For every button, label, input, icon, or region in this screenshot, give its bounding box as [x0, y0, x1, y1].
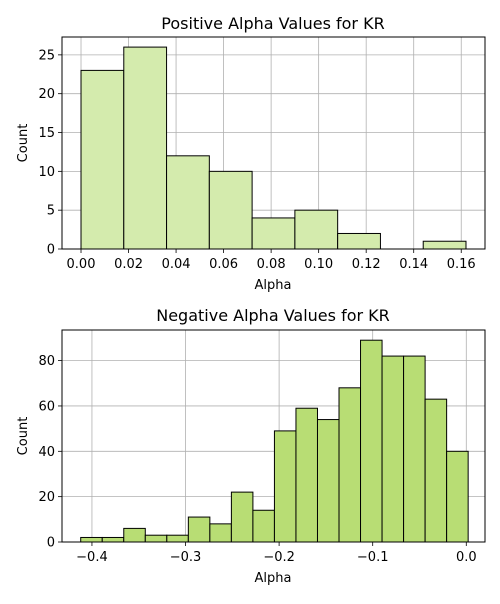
y-tick-label: 10: [38, 165, 55, 180]
histogram-bar: [144, 534, 168, 543]
y-tick-label: 0: [47, 536, 55, 551]
histogram-bar: [230, 491, 254, 543]
histogram-bar: [403, 355, 426, 543]
x-tick-label: 0.08: [257, 257, 286, 272]
histogram-bar: [80, 69, 125, 250]
x-tick-label: 0.04: [162, 257, 191, 272]
histogram-bar: [123, 527, 146, 543]
negative-alpha-histogram: Negative Alpha Values for KR Alpha Count…: [16, 306, 486, 586]
y-tick-label: 20: [38, 87, 55, 102]
x-tick-label: 0.06: [209, 257, 238, 272]
x-tick-label: −0.2: [263, 550, 295, 565]
x-tick-label: 0.12: [352, 257, 381, 272]
histogram-bar: [424, 398, 448, 543]
x-axis-label: Alpha: [255, 278, 292, 293]
y-tick-label: 40: [38, 445, 55, 460]
x-tick-label: 0.0: [456, 550, 477, 565]
y-tick-label: 25: [38, 48, 55, 63]
x-ticks: −0.4 −0.3 −0.2 −0.1 0.0: [76, 542, 477, 565]
chart-title: Positive Alpha Values for KR: [161, 14, 384, 33]
histogram-bar: [209, 523, 232, 543]
histogram-bar: [251, 217, 296, 250]
y-tick-label: 0: [47, 243, 55, 258]
x-tick-label: 0.10: [304, 257, 333, 272]
x-tick-label: −0.4: [76, 550, 108, 565]
histogram-bar: [101, 536, 125, 543]
bars: [80, 46, 467, 250]
histogram-bar: [316, 419, 340, 543]
plot-frame: [61, 329, 486, 543]
x-axis-label: Alpha: [255, 571, 292, 586]
x-tick-label: 0.02: [114, 257, 143, 272]
y-tick-label: 60: [38, 399, 55, 414]
histogram-bar: [337, 232, 381, 250]
x-tick-label: 0.14: [399, 257, 428, 272]
histogram-bar: [208, 170, 253, 250]
x-tick-label: −0.1: [357, 550, 389, 565]
bars: [80, 339, 469, 543]
chart-title: Negative Alpha Values for KR: [156, 306, 390, 325]
x-tick-label: 0.00: [67, 257, 96, 272]
x-ticks: 0.00 0.02 0.04 0.06 0.08 0.10 0.12 0.14 0.16: [67, 249, 476, 272]
histogram-bar: [166, 155, 210, 250]
histogram-bar: [166, 534, 189, 543]
histogram-bar: [446, 450, 469, 543]
histogram-bar: [381, 355, 405, 543]
y-tick-label: 20: [38, 490, 55, 505]
x-tick-label: 0.16: [447, 257, 476, 272]
y-tick-label: 15: [38, 126, 55, 141]
histogram-bar: [80, 536, 103, 543]
positive-alpha-histogram: Positive Alpha Values for KR Alpha Count…: [16, 14, 486, 293]
y-ticks: 0 5 10 15 20 25: [38, 48, 62, 258]
histogram-bar: [273, 430, 297, 543]
y-ticks: 0 20 40 60 80: [38, 354, 62, 551]
histogram-bar: [252, 509, 275, 543]
histogram-bar: [295, 407, 318, 543]
y-axis-label: Count: [16, 124, 31, 163]
y-axis-label: Count: [16, 417, 31, 456]
histogram-bar: [123, 46, 168, 250]
x-tick-label: −0.3: [170, 550, 202, 565]
y-tick-label: 80: [38, 354, 55, 369]
histogram-bar: [187, 516, 211, 543]
histogram-bar: [294, 209, 339, 250]
y-tick-label: 5: [47, 204, 55, 219]
histogram-bar: [422, 240, 467, 250]
histogram-bar: [360, 339, 383, 543]
plot-frame: [61, 36, 486, 250]
histogram-bar: [338, 387, 362, 543]
